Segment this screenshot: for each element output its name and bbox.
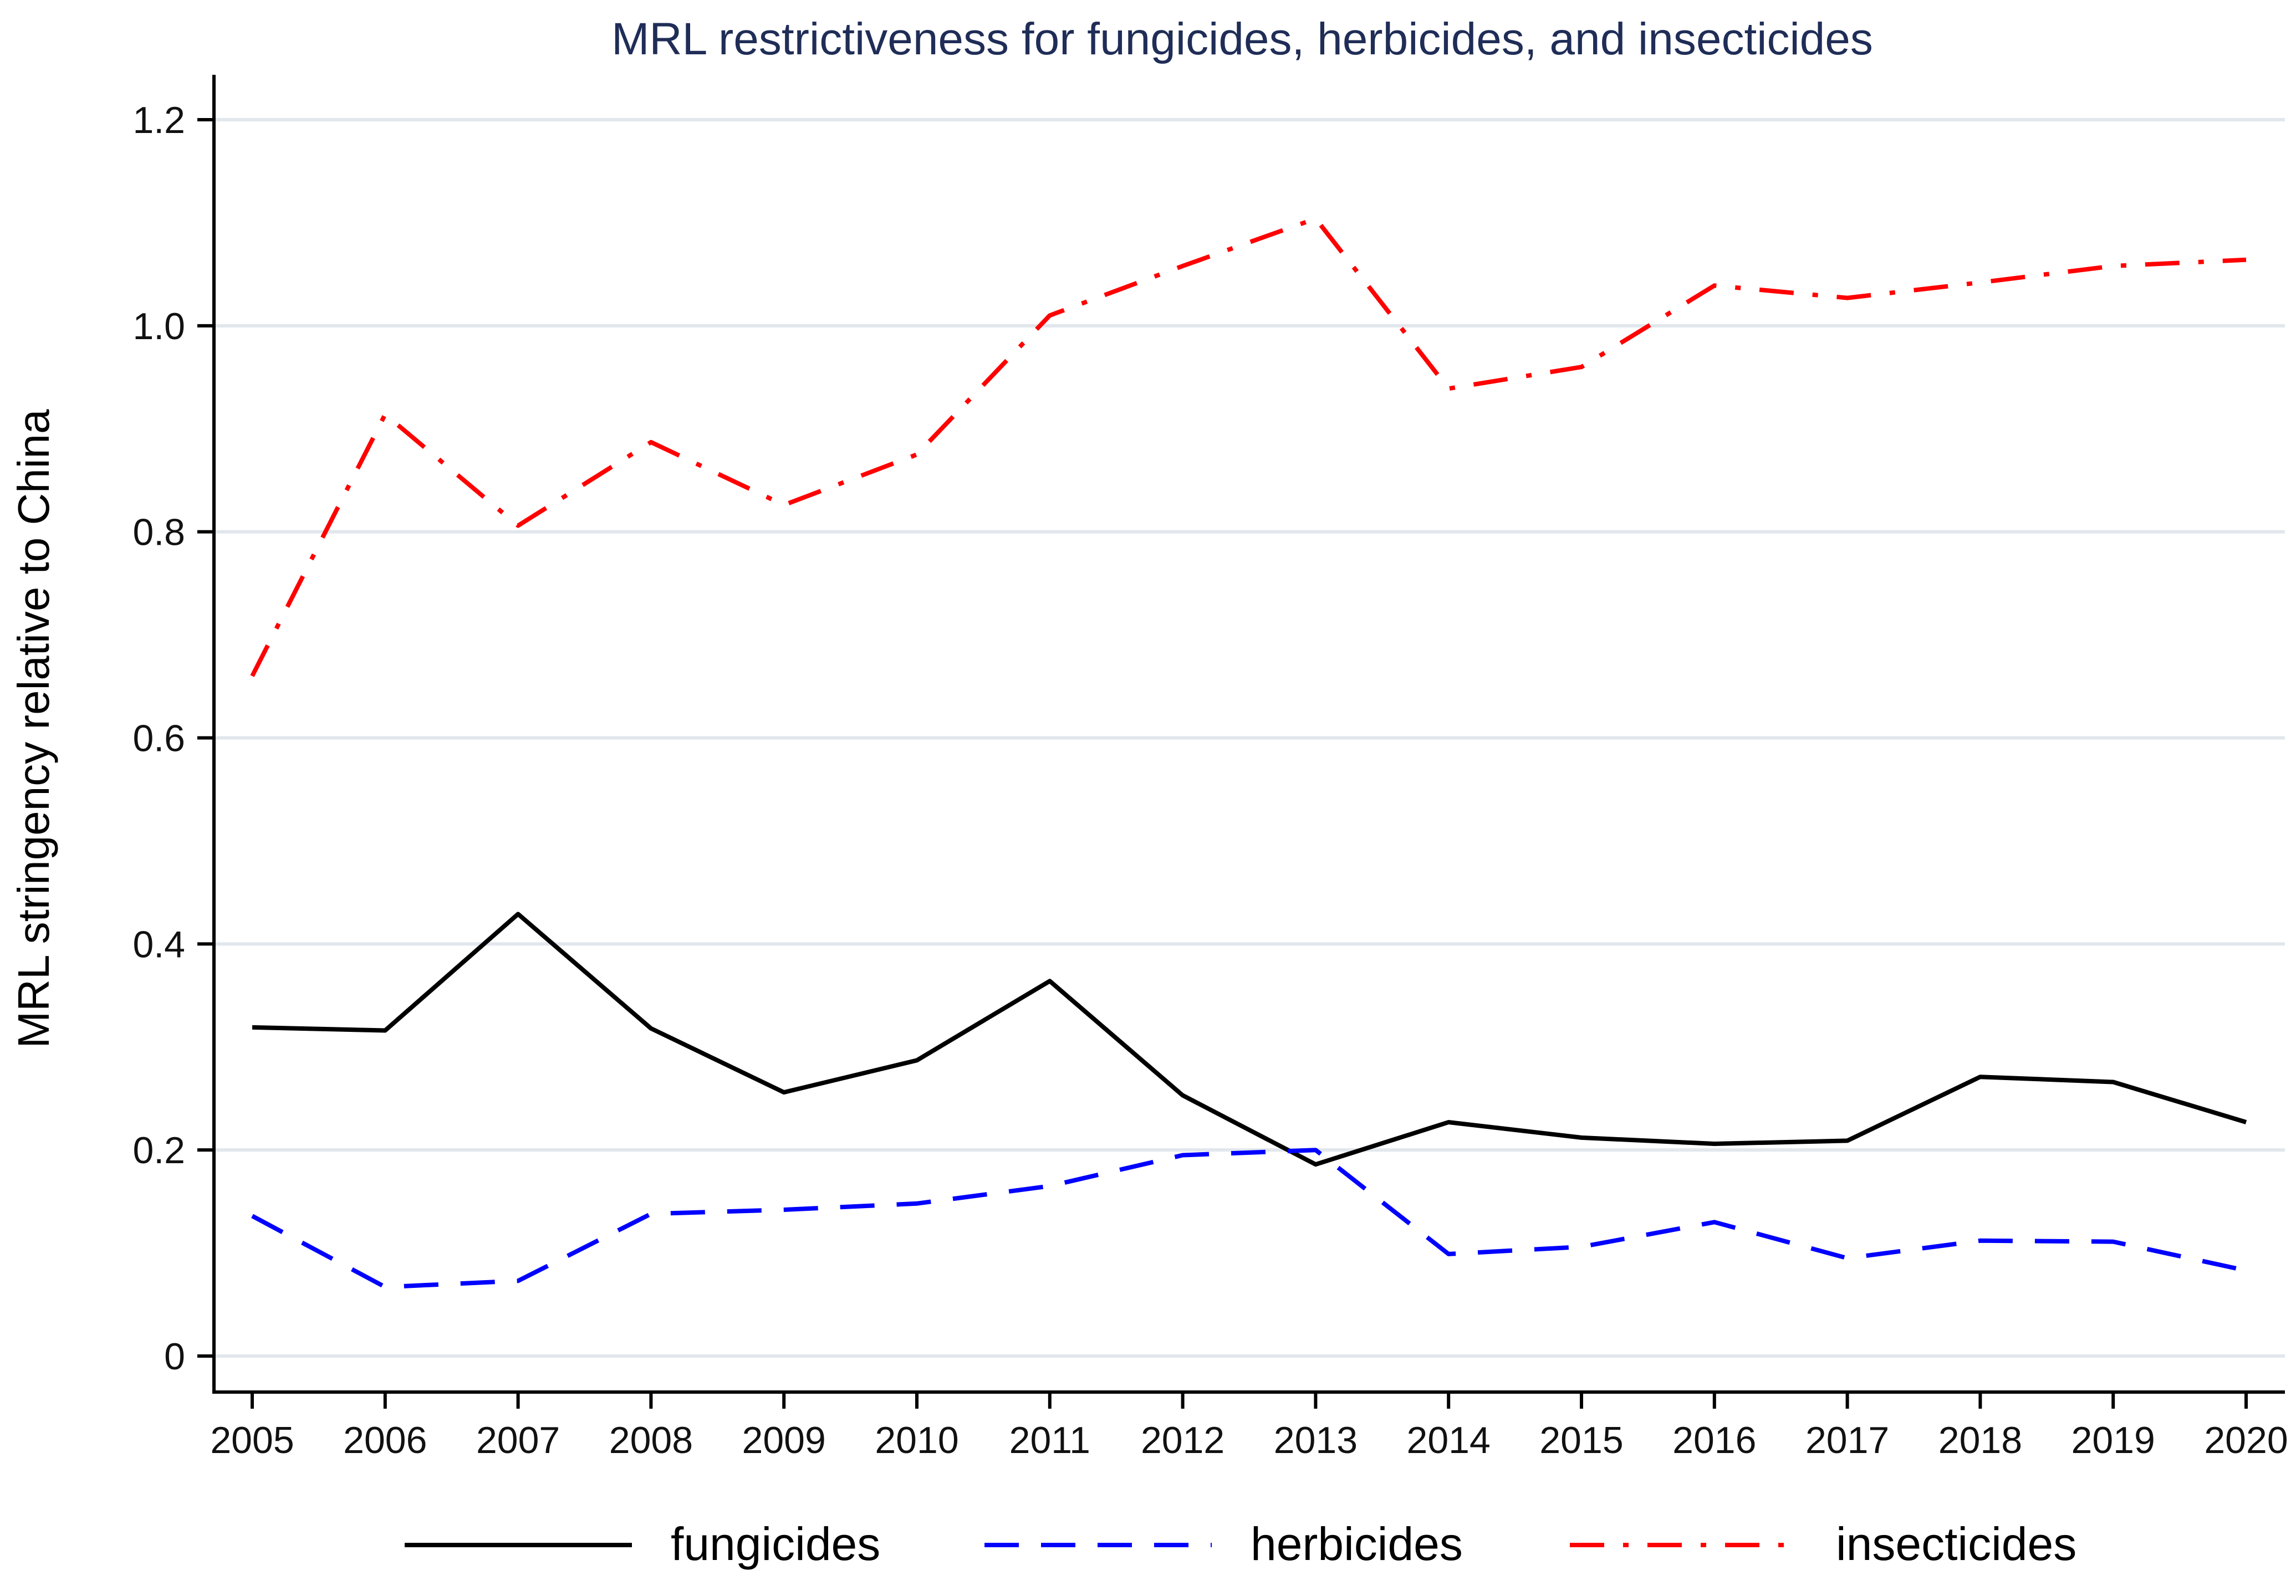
x-tick-label: 2009 [742, 1419, 826, 1461]
series-line-herbicides [251, 1148, 2247, 1290]
legend-label-fungicides: fungicides [671, 1518, 880, 1570]
y-tick-label: 0.6 [132, 718, 185, 760]
y-tick-label: 1.2 [132, 99, 185, 141]
series-lines [250, 216, 2247, 1290]
x-tick-label: 2006 [343, 1419, 427, 1461]
y-axis-title: MRL stringency relative to China [9, 409, 58, 1048]
series-line-insecticides [250, 216, 2247, 677]
x-tick-label: 2014 [1407, 1419, 1491, 1461]
x-tick-label: 2013 [1274, 1419, 1358, 1461]
y-tick-label: 0.8 [132, 511, 185, 554]
legend-label-insecticides: insecticides [1836, 1518, 2076, 1570]
y-tick-label: 0.4 [132, 923, 185, 965]
y-tick-label: 0 [164, 1336, 185, 1378]
x-tick-label: 2016 [1672, 1419, 1756, 1461]
axes: 0 0.2 0.4 0.6 0.8 1.0 1.2 2005 2006 2007 2008 2009 2… [132, 75, 2288, 1461]
chart-title: MRL restrictiveness for fungicides, herb… [611, 14, 1873, 64]
legend-label-herbicides: herbicides [1251, 1518, 1463, 1570]
y-tick-label: 1.0 [132, 305, 185, 347]
x-tick-label: 2018 [1938, 1419, 2022, 1461]
x-tick-label: 2008 [609, 1419, 693, 1461]
x-tick-label: 2005 [210, 1419, 294, 1461]
x-tick-label: 2015 [1539, 1419, 1623, 1461]
x-tick-label: 2007 [476, 1419, 560, 1461]
series-line-fungicides [252, 912, 2247, 1167]
grid-lines [214, 118, 2285, 1358]
x-tick-label: 2017 [1805, 1419, 1889, 1461]
x-tick-label: 2011 [1009, 1419, 1090, 1461]
y-tick-label: 0.2 [132, 1129, 185, 1172]
legend: fungicides herbicides insecticides [405, 1518, 2076, 1570]
x-tick-label: 2012 [1141, 1419, 1224, 1461]
x-tick-label: 2020 [2204, 1419, 2288, 1461]
x-tick-label: 2019 [2071, 1419, 2155, 1461]
x-tick-label: 2010 [875, 1419, 958, 1461]
